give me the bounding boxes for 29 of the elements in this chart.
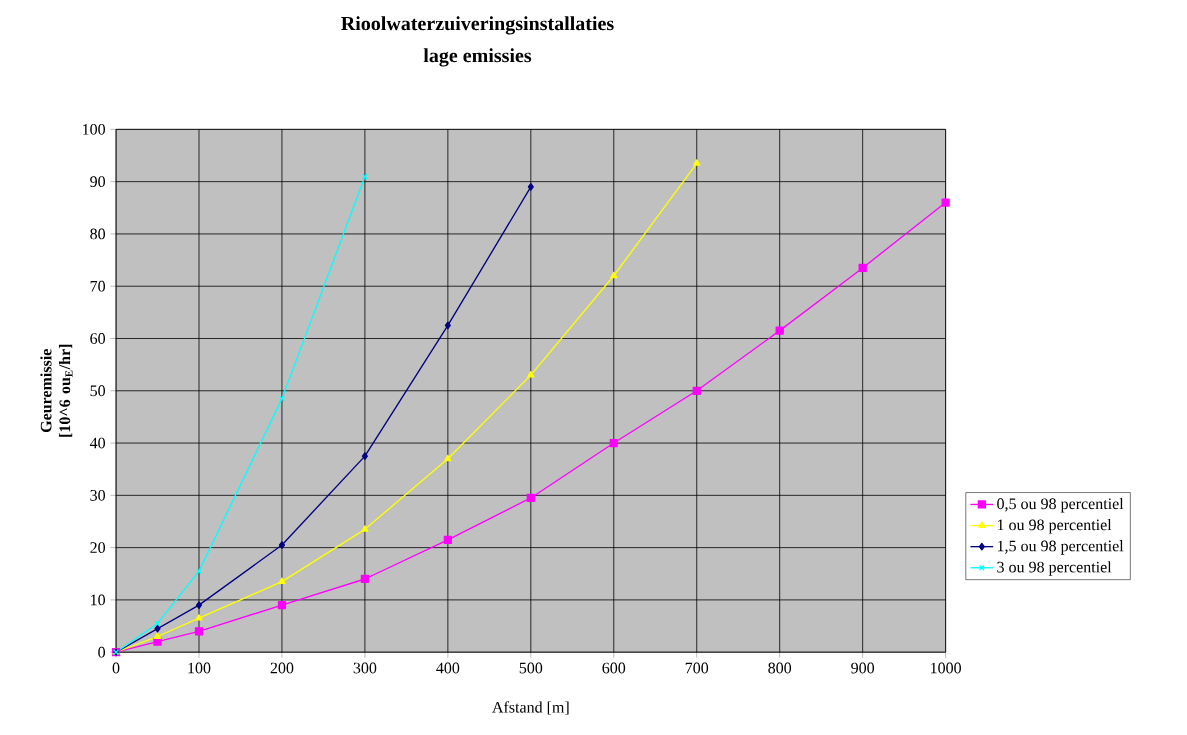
y-tick-label: 90 bbox=[90, 176, 106, 188]
y-tick-label: 10 bbox=[91, 594, 106, 606]
y-tick-label: 30 bbox=[90, 490, 106, 501]
x-tick-label: 600 bbox=[602, 662, 626, 674]
x-tick-label: 100 bbox=[188, 662, 211, 674]
legend-label: 0,5 ou 98 percentiel bbox=[997, 497, 1124, 513]
x-axis-title: Afstand [m] bbox=[492, 701, 569, 715]
x-tick-label: 700 bbox=[685, 662, 709, 674]
x-tick-label: 200 bbox=[270, 662, 294, 674]
x-tick-label: 300 bbox=[353, 662, 377, 674]
x-tick-label: 400 bbox=[436, 662, 460, 674]
y-tick-label: 50 bbox=[90, 385, 106, 397]
y-tick-label: 80 bbox=[90, 228, 106, 240]
x-tick-label: 800 bbox=[768, 662, 792, 674]
legend-label: 1 ou 98 percentiel bbox=[997, 519, 1112, 534]
chart-title: Rioolwaterzuiveringsinstallaties bbox=[341, 16, 614, 35]
x-tick-label: 500 bbox=[519, 662, 543, 674]
y-tick-label: 40 bbox=[89, 437, 106, 449]
x-tick-label: 900 bbox=[851, 662, 875, 674]
x-tick-label: 0 bbox=[112, 662, 120, 674]
y-tick-label: 70 bbox=[90, 280, 106, 292]
legend-label: 3 ou 98 percentiel bbox=[997, 561, 1112, 576]
y-tick-label: 20 bbox=[90, 542, 106, 554]
chart-subtitle: lage emissies bbox=[423, 48, 532, 67]
y-tick-label: 0 bbox=[98, 646, 106, 658]
x-tick-label: 1000 bbox=[931, 662, 961, 674]
y-tick-label: 100 bbox=[83, 124, 106, 135]
legend-label: 1,5 ou 98 percentiel bbox=[997, 540, 1124, 555]
y-tick-label: 60 bbox=[90, 333, 106, 344]
